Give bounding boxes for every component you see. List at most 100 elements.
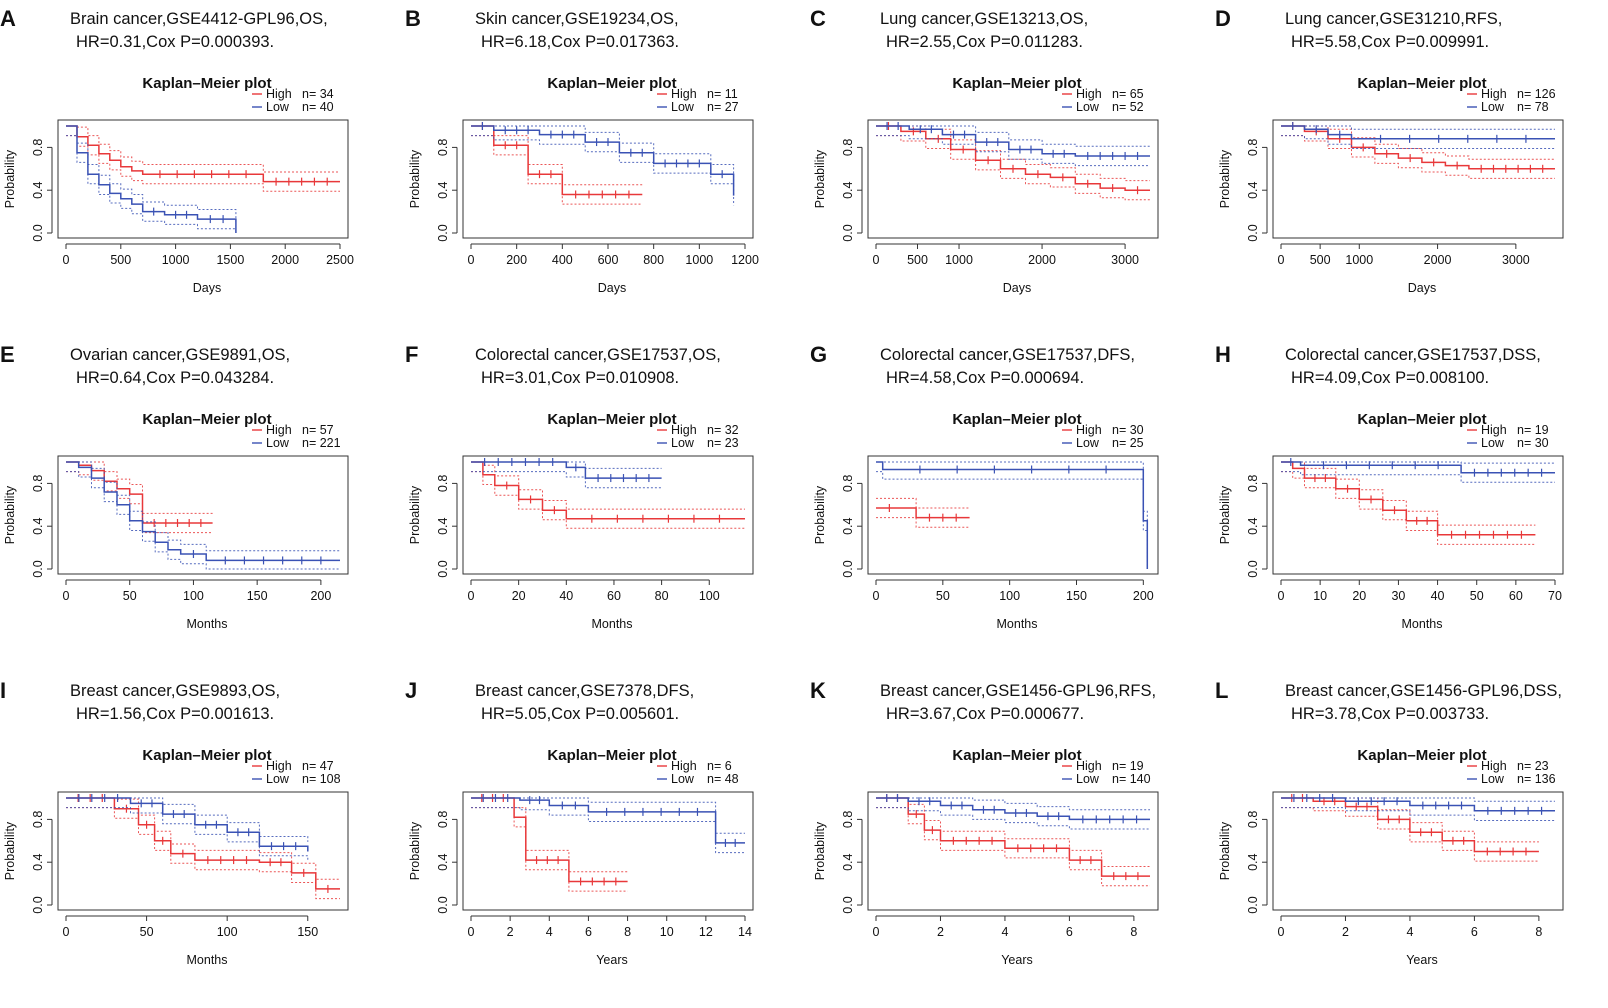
caption-line2: HR=3.01,Cox P=0.010908. xyxy=(481,369,679,387)
panel-letter: H xyxy=(1215,342,1231,367)
caption-line2: HR=3.78,Cox P=0.003733. xyxy=(1291,705,1489,723)
legend-label-high: High xyxy=(266,423,292,437)
panel-g: G Colorectal cancer,GSE17537,DFS, HR=4.58,… xyxy=(810,336,1213,672)
plot-frame xyxy=(867,791,1159,911)
legend-label-high: High xyxy=(671,423,697,437)
y-tick-label: 0.8 xyxy=(436,475,450,492)
x-axis-label: Years xyxy=(1406,953,1438,967)
y-tick-label: 0.4 xyxy=(31,181,45,198)
km-curve-low xyxy=(471,797,745,844)
panel-i: I Breast cancer,GSE9893,OS, HR=1.56,Cox P=… xyxy=(0,672,403,1008)
ci-upper-low xyxy=(66,797,309,842)
y-axis-label: Probability xyxy=(408,485,422,544)
legend-label-high: High xyxy=(1481,87,1507,101)
x-tick-label: 100 xyxy=(183,589,204,603)
ci-lower-high xyxy=(876,135,1150,201)
x-tick-label: 50 xyxy=(936,589,950,603)
panel-letter: K xyxy=(810,678,826,703)
x-tick-label: 10 xyxy=(1313,589,1327,603)
x-axis-label: Months xyxy=(187,953,228,967)
y-tick-label: 0.0 xyxy=(31,560,45,577)
legend-n-low: n= 52 xyxy=(1112,100,1144,114)
caption-line1: Breast cancer,GSE1456-GPL96,RFS, xyxy=(880,682,1156,700)
ci-lower-high xyxy=(66,135,340,192)
y-axis-label: Probability xyxy=(813,485,827,544)
legend-label-high: High xyxy=(266,759,292,773)
caption-line2: HR=0.31,Cox P=0.000393. xyxy=(76,33,274,51)
legend-label-high: High xyxy=(1481,759,1507,773)
plot-title: Kaplan–Meier plot xyxy=(952,411,1081,428)
x-tick-label: 2 xyxy=(1342,925,1349,939)
x-tick-label: 0 xyxy=(468,253,475,267)
panel-k: K Breast cancer,GSE1456-GPL96,RFS, HR=3.67… xyxy=(810,672,1213,1008)
plot-title: Kaplan–Meier plot xyxy=(952,747,1081,764)
x-tick-label: 0 xyxy=(1278,253,1285,267)
km-curve-low xyxy=(876,797,1150,821)
x-tick-label: 1000 xyxy=(1345,253,1373,267)
x-tick-label: 0 xyxy=(468,925,475,939)
y-tick-label: 0.0 xyxy=(436,560,450,577)
x-tick-label: 6 xyxy=(1471,925,1478,939)
y-tick-label: 0.8 xyxy=(1246,475,1260,492)
legend-n-high: n= 32 xyxy=(707,423,739,437)
legend-n-high: n= 6 xyxy=(707,759,732,773)
ci-upper-low xyxy=(66,461,340,552)
km-curve-low xyxy=(1281,797,1555,812)
km-curve-high xyxy=(66,797,340,890)
legend-n-high: n= 30 xyxy=(1112,423,1144,437)
panel-letter: A xyxy=(0,6,16,31)
legend-n-low: n= 108 xyxy=(302,772,341,786)
x-tick-label: 8 xyxy=(1535,925,1542,939)
panel-letter: C xyxy=(810,6,826,31)
panel-c: C Lung cancer,GSE13213,OS, HR=2.55,Cox P=0… xyxy=(810,0,1213,336)
x-tick-label: 500 xyxy=(110,253,131,267)
plot-title: Kaplan–Meier plot xyxy=(547,747,676,764)
x-tick-label: 2 xyxy=(507,925,514,939)
x-tick-label: 200 xyxy=(506,253,527,267)
x-tick-label: 3000 xyxy=(1111,253,1139,267)
y-axis-label: Probability xyxy=(408,149,422,208)
legend-label-high: High xyxy=(1076,423,1102,437)
y-tick-label: 0.4 xyxy=(1246,853,1260,870)
km-chart-e: E Ovarian cancer,GSE9891,OS, HR=0.64,Cox P… xyxy=(0,342,349,631)
x-tick-label: 60 xyxy=(607,589,621,603)
y-tick-label: 0.8 xyxy=(31,475,45,492)
x-tick-label: 2500 xyxy=(326,253,354,267)
y-axis-label: Probability xyxy=(1218,149,1232,208)
caption-line1: Skin cancer,GSE19234,OS, xyxy=(475,10,679,28)
caption-line1: Colorectal cancer,GSE17537,DSS, xyxy=(1285,346,1541,364)
ci-lower-high xyxy=(471,135,643,205)
legend-label-low: Low xyxy=(671,772,695,786)
caption-line1: Colorectal cancer,GSE17537,OS, xyxy=(475,346,721,364)
y-tick-label: 0.4 xyxy=(841,181,855,198)
ci-upper-high xyxy=(1281,461,1536,526)
km-curve-high xyxy=(66,125,340,183)
km-curve-high xyxy=(471,797,628,883)
ci-lower-low xyxy=(66,807,309,862)
legend-label-low: Low xyxy=(671,100,695,114)
plot-frame xyxy=(867,119,1159,239)
km-curve-low xyxy=(471,125,735,196)
x-tick-label: 8 xyxy=(624,925,631,939)
ci-lower-high xyxy=(876,517,970,528)
km-chart-j: J Breast cancer,GSE7378,DFS, HR=5.05,Cox P… xyxy=(405,678,754,967)
plot-frame xyxy=(867,455,1159,575)
ci-lower-high xyxy=(1281,807,1539,862)
x-tick-label: 12 xyxy=(699,925,713,939)
ci-upper-low xyxy=(471,125,735,186)
ci-upper-low xyxy=(1281,461,1555,464)
y-tick-label: 0.4 xyxy=(31,853,45,870)
plot-title: Kaplan–Meier plot xyxy=(142,411,271,428)
y-tick-label: 0.8 xyxy=(841,475,855,492)
km-curve-high xyxy=(66,461,213,524)
x-tick-label: 8 xyxy=(1130,925,1137,939)
caption-line2: HR=5.58,Cox P=0.009991. xyxy=(1291,33,1489,51)
panel-e: E Ovarian cancer,GSE9891,OS, HR=0.64,Cox P… xyxy=(0,336,403,672)
panel-letter: G xyxy=(810,342,827,367)
legend-label-high: High xyxy=(1076,759,1102,773)
panel-b: B Skin cancer,GSE19234,OS, HR=6.18,Cox P=0… xyxy=(405,0,808,336)
km-curve-low xyxy=(471,461,662,479)
x-tick-label: 1200 xyxy=(731,253,759,267)
legend-n-high: n= 19 xyxy=(1112,759,1144,773)
x-tick-label: 0 xyxy=(873,589,880,603)
